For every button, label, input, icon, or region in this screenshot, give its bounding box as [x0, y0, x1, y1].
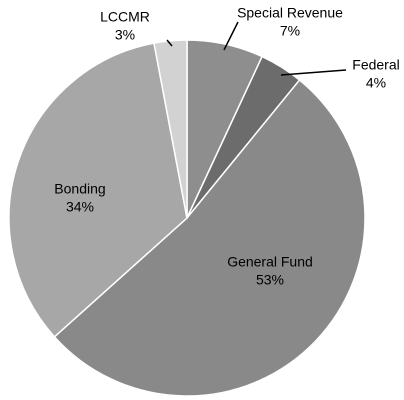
- value-label: 4%: [366, 75, 386, 91]
- leader-line: [166, 39, 173, 47]
- pie-slice: [8, 42, 188, 338]
- value-label: 53%: [256, 272, 284, 288]
- leader-line: [280, 69, 347, 76]
- value-label: 3%: [115, 27, 135, 43]
- category-label: Special Revenue: [237, 5, 343, 21]
- pie-slice: [53, 79, 366, 397]
- category-label: General Fund: [227, 254, 313, 270]
- leader-line: [223, 21, 239, 51]
- value-label: 34%: [66, 199, 94, 215]
- category-label: Federal: [352, 57, 399, 73]
- pie-slice: [153, 39, 188, 219]
- value-label: 7%: [280, 23, 300, 39]
- category-label: Bonding: [54, 181, 105, 197]
- category-label: LCCMR: [100, 9, 150, 25]
